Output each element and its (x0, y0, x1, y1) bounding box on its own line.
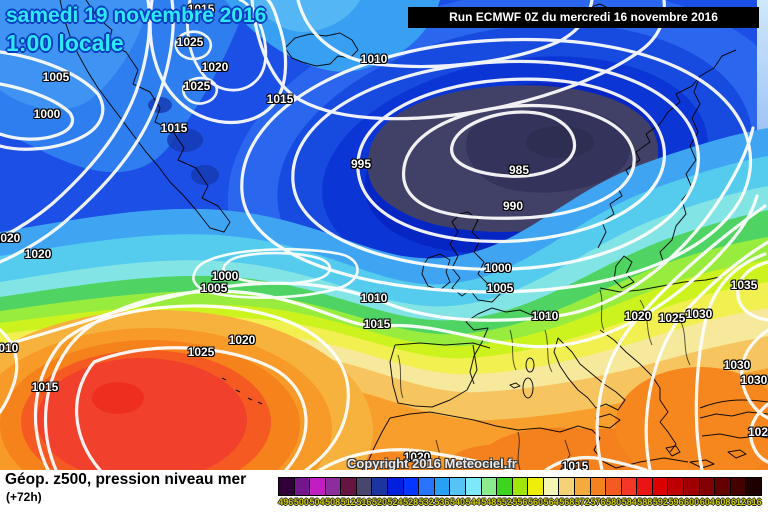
colorbar-value: 524 (387, 497, 403, 507)
colorbar-value: 588 (637, 497, 653, 507)
colorbar-swatch (589, 477, 607, 496)
colorbar-value: 556 (512, 497, 528, 507)
colorbar-swatch (714, 477, 731, 496)
colorbar-value: 568 (559, 497, 575, 507)
forecast-time: 1:00 locale (6, 30, 124, 57)
colorbar-swatch (542, 477, 560, 496)
colorbar-swatch (573, 477, 591, 496)
colorbar-swatch (651, 477, 669, 496)
colorbar-value: 504 (309, 497, 325, 507)
z500-colorbar: 496 500 504 508 512 516 520 524 528 532 536 540 544 5… (278, 477, 762, 507)
colorbar-value: 592 (652, 497, 668, 507)
colorbar-value: 544 (465, 497, 481, 507)
colorbar-value: 528 (403, 497, 419, 507)
colorbar-swatch (355, 477, 373, 496)
map-graphic (0, 0, 768, 470)
forecast-lead-time: (+72h) (6, 490, 42, 504)
colorbar-value: 552 (496, 497, 512, 507)
weather-map: 1015 1025 1020 1025 1005 1000 1015 1010 1015 995 9… (0, 0, 768, 470)
colorbar-value: 580 (606, 497, 622, 507)
colorbar-swatch (278, 477, 295, 496)
colorbar-swatch (480, 477, 498, 496)
colorbar-swatch (620, 477, 638, 496)
colorbar-value: 596 (668, 497, 684, 507)
colorbar-value: 520 (371, 497, 387, 507)
colorbar-value: 564 (543, 497, 559, 507)
colorbar-value: 548 (481, 497, 497, 507)
colorbar-value: 576 (590, 497, 606, 507)
colorbar-swatch (293, 477, 311, 496)
colorbar-swatch (340, 477, 357, 496)
colorbar-swatch (527, 477, 544, 496)
colorbar-swatch (402, 477, 420, 496)
colorbar-swatch (387, 477, 404, 496)
colorbar-swatch (324, 477, 342, 496)
colorbar-value: 516 (356, 497, 372, 507)
copyright-text: Copyright 2016 Meteociel.fr (347, 456, 517, 470)
colorbar-values: 496 500 504 508 512 516 520 524 528 532 536 540 544 5… (278, 497, 762, 507)
colorbar-value: 604 (699, 497, 715, 507)
colorbar-value: 560 (528, 497, 544, 507)
colorbar-value: 608 (715, 497, 731, 507)
colorbar-value: 616 (746, 497, 762, 507)
colorbar-swatch (636, 477, 653, 496)
colorbar-value: 540 (449, 497, 466, 507)
colorbar-swatch (511, 477, 529, 496)
colorbar-swatch (605, 477, 622, 496)
isobars (0, 0, 768, 470)
colorbar-swatch (433, 477, 451, 496)
forecast-datetime: samedi 19 novembre 2016 1:00 locale (6, 3, 266, 58)
colorbar-swatch (418, 477, 435, 496)
colorbar-swatch (729, 477, 747, 496)
colorbar-value: 496 (278, 497, 294, 507)
colorbar-swatch (667, 477, 685, 496)
run-info-banner: Run ECMWF 0Z du mercredi 16 novembre 201… (408, 7, 759, 28)
forecast-date: samedi 19 novembre 2016 (6, 4, 267, 27)
colorbar-value: 572 (574, 497, 590, 507)
colorbar-swatch (449, 477, 466, 496)
colorbar-swatch (745, 477, 762, 496)
colorbar-value: 600 (684, 497, 700, 507)
colorbar-swatch (371, 477, 389, 496)
colorbar-swatch (558, 477, 575, 496)
colorbar-value: 536 (434, 497, 450, 507)
colorbar-value: 500 (293, 497, 309, 507)
colorbar-swatch (698, 477, 716, 496)
colorbar-swatch (683, 477, 700, 496)
colorbar-swatch (496, 477, 513, 496)
colorbar-value: 508 (325, 497, 341, 507)
colorbar-swatches (278, 477, 762, 496)
colorbar-value: 532 (418, 497, 434, 507)
legend-footer: Géop. z500, pression niveau mer (+72h) 4… (0, 470, 768, 513)
map-title: Géop. z500, pression niveau mer (5, 471, 247, 488)
colorbar-value: 512 (340, 497, 356, 507)
colorbar-swatch (309, 477, 326, 496)
colorbar-value: 612 (730, 497, 746, 507)
colorbar-swatch (464, 477, 482, 496)
coastlines (59, 0, 768, 470)
colorbar-value: 584 (621, 497, 637, 507)
